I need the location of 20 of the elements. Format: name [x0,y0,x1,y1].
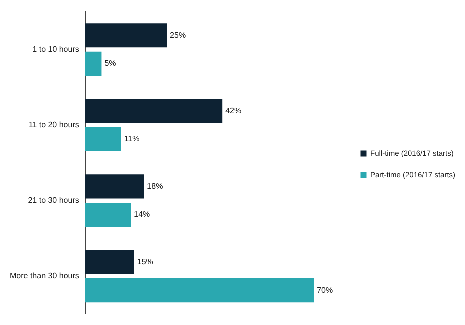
bar [85,24,168,48]
bar [85,250,134,274]
data-label: 5% [104,59,116,68]
bar [85,174,144,199]
bar [85,99,223,124]
data-label: 18% [147,182,164,191]
data-label: 11% [124,134,140,144]
y-tick-label: More than 30 hours [10,272,80,281]
data-label: 42% [226,106,242,116]
data-label: 25% [170,30,186,40]
y-tick-label: 11 to 20 hours [28,120,80,130]
bar [85,52,102,76]
bar [85,203,132,228]
data-label: 15% [137,257,154,266]
data-label: 14% [134,210,150,220]
y-tick-label: 1 to 10 hours [32,44,80,54]
y-tick-label: 21 to 30 hours [28,196,80,206]
bar [85,127,122,152]
bar [85,278,314,303]
data-label: 70% [317,286,334,295]
